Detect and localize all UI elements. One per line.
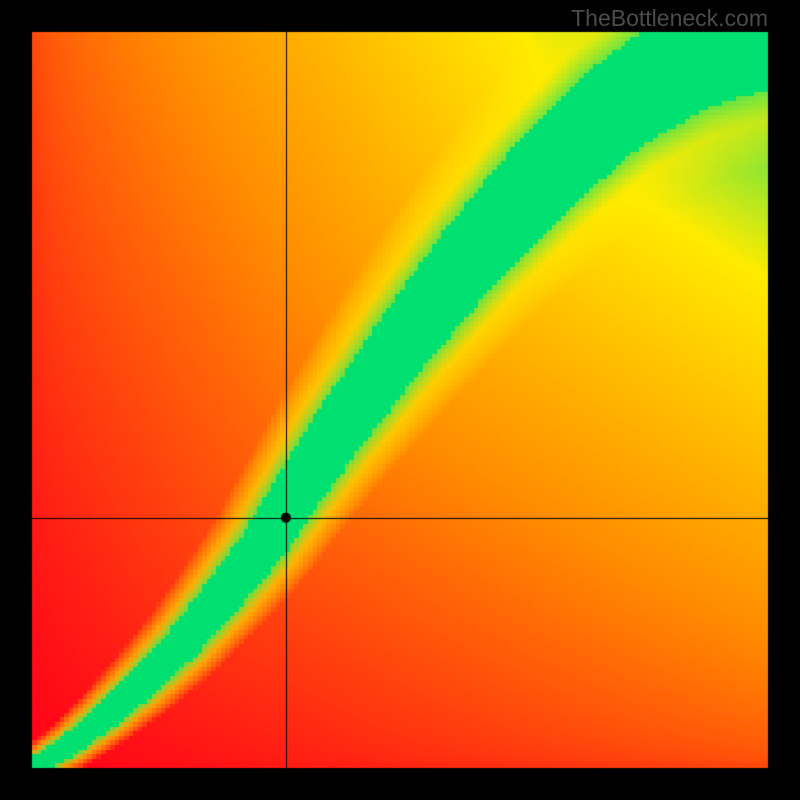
chart-container: TheBottleneck.com <box>0 0 800 800</box>
bottleneck-heatmap <box>0 0 800 800</box>
watermark-text: TheBottleneck.com <box>571 5 768 32</box>
